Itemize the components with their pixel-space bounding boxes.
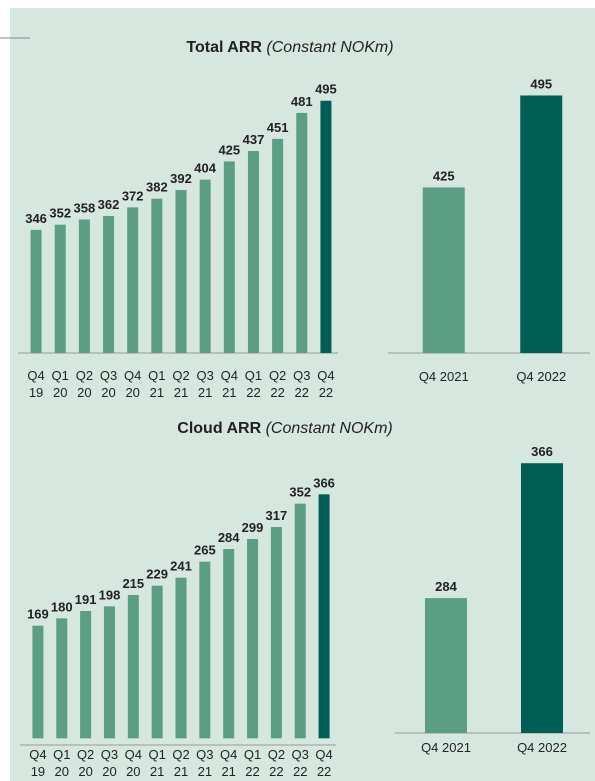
x-tick-label: Q2 20	[76, 368, 93, 400]
data-label: 382	[146, 180, 168, 195]
data-label: 352	[289, 485, 311, 500]
data-label: 366	[531, 444, 553, 459]
bar	[247, 539, 259, 739]
x-tick-label: Q1 21	[148, 747, 165, 779]
data-label: 215	[122, 576, 144, 591]
bar	[318, 494, 330, 739]
data-label: 265	[194, 543, 216, 558]
data-label: 392	[170, 171, 192, 186]
x-tick-label: Q3 21	[196, 368, 213, 400]
bar	[103, 216, 115, 353]
bar	[30, 229, 42, 353]
x-tick-label: Q1 22	[244, 747, 261, 779]
data-label: 362	[98, 197, 120, 212]
bar	[272, 138, 284, 353]
bar	[320, 100, 332, 353]
x-tick-label: Q4 2021	[419, 369, 469, 384]
data-label: 229	[146, 567, 168, 582]
data-label: 358	[74, 201, 96, 216]
x-tick-label: Q2 22	[268, 747, 285, 779]
x-tick-label: Q3 21	[196, 747, 213, 779]
bar	[520, 95, 563, 353]
x-tick-label: Q2 21	[172, 747, 189, 779]
x-tick-label: Q4 21	[221, 368, 238, 400]
data-label: 495	[315, 82, 337, 97]
chart-title: Cloud ARR (Constant NOKm)	[177, 420, 392, 437]
bar	[425, 598, 467, 733]
title-sub: (Constant NOKm)	[266, 420, 393, 437]
title-sub: (Constant NOKm)	[266, 39, 393, 56]
bar	[296, 112, 308, 354]
x-tick-label: Q4 19	[27, 368, 44, 400]
data-label: 481	[291, 94, 313, 109]
bar	[127, 595, 139, 739]
x-tick-label: Q4 22	[317, 368, 334, 400]
bar	[54, 224, 66, 353]
data-label: 284	[218, 530, 240, 545]
x-tick-label: Q4 20	[124, 368, 141, 400]
bar	[56, 618, 68, 739]
x-tick-label: Q4 2022	[517, 740, 567, 755]
bar	[103, 606, 115, 739]
data-label: 180	[51, 599, 73, 614]
x-tick-label: Q4 21	[220, 747, 237, 779]
bar	[247, 151, 259, 353]
bar	[270, 527, 282, 739]
bar	[223, 161, 235, 353]
bar	[223, 549, 235, 739]
data-label: 372	[122, 188, 144, 203]
data-label: 284	[435, 579, 457, 594]
data-label: 317	[266, 508, 288, 523]
x-tick-label: Q3 22	[292, 747, 309, 779]
x-tick-label: Q2 20	[77, 747, 94, 779]
x-tick-label: Q1 21	[148, 368, 165, 400]
data-label: 299	[242, 520, 264, 535]
bar	[80, 611, 92, 739]
title-main: Cloud ARR	[177, 420, 261, 437]
data-label: 198	[99, 587, 121, 602]
bar	[127, 207, 139, 353]
x-tick-label: Q1 20	[52, 368, 69, 400]
x-tick-label: Q1 22	[245, 368, 262, 400]
data-label: 495	[530, 76, 552, 91]
x-tick-label: Q4 20	[125, 747, 142, 779]
bar	[294, 503, 306, 739]
data-label: 437	[243, 132, 265, 147]
data-label: 169	[27, 607, 49, 622]
x-tick-label: Q3 20	[101, 747, 118, 779]
x-tick-label: Q4 19	[29, 747, 46, 779]
data-label: 404	[194, 161, 216, 176]
bar	[422, 187, 465, 353]
x-tick-label: Q1 20	[53, 747, 70, 779]
bar	[199, 561, 211, 739]
data-label: 451	[267, 120, 289, 135]
x-tick-label: Q3 20	[100, 368, 117, 400]
x-tick-label: Q4 22	[315, 747, 332, 779]
bar	[151, 198, 163, 353]
data-label: 346	[25, 211, 47, 226]
data-label: 425	[433, 168, 455, 183]
data-label: 352	[49, 206, 71, 221]
bar	[175, 190, 187, 353]
bar	[151, 585, 163, 739]
bar	[32, 625, 44, 739]
x-tick-label: Q4 2022	[516, 369, 566, 384]
data-label: 366	[313, 475, 335, 490]
x-tick-label: Q2 22	[269, 368, 286, 400]
data-label: 191	[75, 592, 97, 607]
bar	[521, 463, 563, 733]
bar	[199, 179, 211, 353]
x-tick-label: Q4 2021	[421, 740, 471, 755]
x-tick-label: Q2 21	[172, 368, 189, 400]
x-tick-label: Q3 22	[293, 368, 310, 400]
data-label: 241	[170, 559, 192, 574]
bar	[78, 219, 90, 353]
bar	[175, 577, 187, 739]
data-label: 425	[218, 142, 240, 157]
chart-title: Total ARR (Constant NOKm)	[186, 39, 393, 56]
title-main: Total ARR	[186, 39, 262, 56]
